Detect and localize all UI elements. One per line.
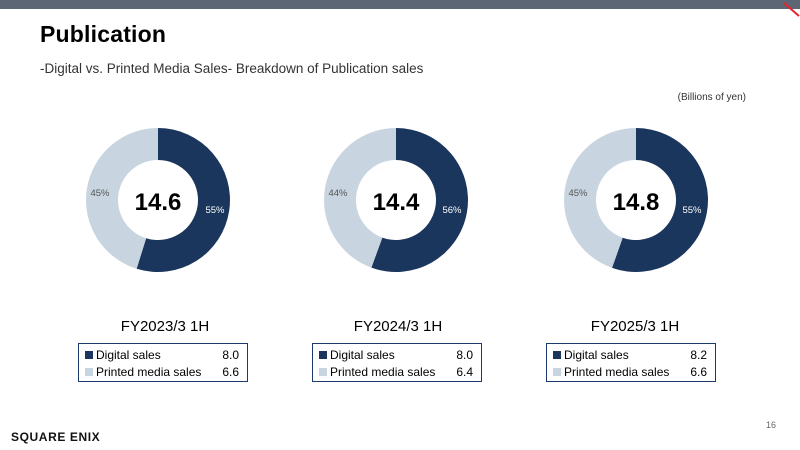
legend-row-digital: Digital sales 8.2: [553, 347, 707, 363]
page-subtitle: -Digital vs. Printed Media Sales- Breakd…: [40, 61, 424, 76]
chart-title-fy2023: FY2023/3 1H: [120, 318, 210, 335]
digital-percent-label: 56%: [442, 205, 462, 216]
donut-svg: 14.8 55% 45%: [564, 128, 708, 272]
legend-value: 8.0: [222, 348, 239, 362]
digital-swatch-icon: [85, 351, 93, 359]
units-label: (Billions of yen): [677, 92, 746, 103]
donut-center-total: 14.4: [373, 189, 420, 216]
legend-label: Printed media sales: [564, 365, 670, 379]
chart-title-fy2025: FY2025/3 1H: [590, 318, 680, 335]
legend-label: Digital sales: [564, 348, 629, 362]
legend-value: 6.6: [222, 365, 239, 379]
page-title: Publication: [40, 21, 167, 47]
donut-segment-digital: [136, 128, 231, 272]
top-banner: [0, 0, 800, 9]
donut-svg: 14.4 56% 44%: [324, 128, 468, 272]
donut-svg: 14.6 55% 45%: [86, 128, 231, 272]
company-logo: SQUARE ENIX: [11, 430, 101, 444]
donut-center-total: 14.6: [135, 189, 182, 216]
page-number: 16: [765, 420, 776, 430]
printed-percent-label: 44%: [328, 188, 348, 199]
donut-chart-fy2023: 14.6 55% 45%: [73, 122, 243, 282]
digital-percent-label: 55%: [682, 205, 702, 216]
digital-swatch-icon: [553, 351, 561, 359]
legend-label: Digital sales: [96, 348, 161, 362]
legend-label: Printed media sales: [330, 365, 436, 379]
chart-title-fy2024: FY2024/3 1H: [353, 318, 443, 335]
legend-row-digital: Digital sales 8.0: [319, 347, 473, 363]
legend-value: 6.4: [456, 365, 473, 379]
digital-swatch-icon: [319, 351, 327, 359]
legend-label: Printed media sales: [96, 365, 202, 379]
donut-chart-fy2024: 14.4 56% 44%: [311, 122, 481, 282]
printed-percent-label: 45%: [90, 188, 110, 199]
printed-swatch-icon: [553, 368, 561, 376]
donut-segment-printed: [324, 128, 396, 268]
printed-swatch-icon: [319, 368, 327, 376]
donut-segment-printed: [86, 128, 158, 269]
legend-box-fy2025: Digital sales 8.2 Printed media sales 6.…: [546, 343, 716, 382]
legend-value: 6.6: [690, 365, 707, 379]
donut-segment-digital: [612, 128, 708, 272]
legend-value: 8.0: [456, 348, 473, 362]
legend-row-digital: Digital sales 8.0: [85, 347, 239, 363]
donut-chart-fy2025: 14.8 55% 45%: [551, 122, 721, 282]
legend-box-fy2023: Digital sales 8.0 Printed media sales 6.…: [78, 343, 248, 382]
donut-segment-printed: [564, 128, 636, 268]
legend-row-printed: Printed media sales 6.6: [85, 364, 239, 380]
printed-percent-label: 45%: [568, 188, 588, 199]
printed-swatch-icon: [85, 368, 93, 376]
digital-percent-label: 55%: [205, 205, 225, 216]
corner-accent-icon: [783, 2, 800, 17]
legend-label: Digital sales: [330, 348, 395, 362]
legend-box-fy2024: Digital sales 8.0 Printed media sales 6.…: [312, 343, 482, 382]
legend-value: 8.2: [690, 348, 707, 362]
donut-center-total: 14.8: [613, 189, 660, 216]
legend-row-printed: Printed media sales 6.4: [319, 364, 473, 380]
donut-segment-digital: [371, 128, 468, 272]
legend-row-printed: Printed media sales 6.6: [553, 364, 707, 380]
